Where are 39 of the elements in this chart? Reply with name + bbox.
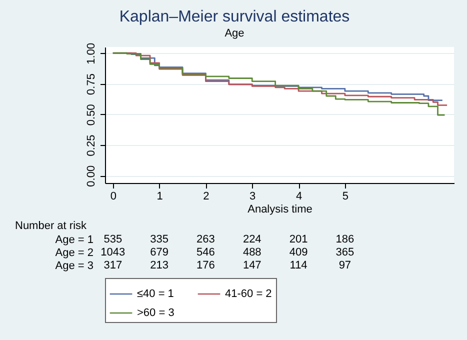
text: 186 [336, 234, 354, 246]
y-tick-label: 1.00 [86, 42, 98, 64]
text: 147 [242, 260, 262, 272]
legend-label: 41-60 = 2 [225, 288, 272, 300]
chart-subtitle: Age [224, 27, 244, 40]
x-tick-label: 3 [250, 190, 256, 202]
chart-title: Kaplan–Meier survival estimates [119, 8, 350, 26]
text: 409 [289, 246, 308, 258]
x-tick-label: 0 [110, 190, 116, 202]
text: Age = 1 [55, 234, 94, 246]
legend-label: ≤40 = 1 [137, 288, 174, 300]
y-tick-label: 0.00 [86, 165, 98, 187]
text: 535 [104, 234, 122, 246]
text: 263 [196, 234, 215, 246]
x-axis-title: Analysis time [248, 204, 312, 216]
text: 114 [290, 260, 308, 272]
text: 488 [242, 246, 262, 258]
x-tick-label: 1 [156, 190, 163, 202]
x-tick-label: 5 [342, 190, 348, 202]
text: 213 [150, 260, 168, 272]
y-tick-label: 0.50 [86, 104, 98, 126]
text: 317 [104, 260, 122, 272]
text: Number at risk [15, 220, 88, 232]
text: 546 [196, 246, 215, 258]
text: 365 [336, 246, 354, 258]
text: 201 [289, 234, 308, 246]
text: 335 [150, 234, 168, 246]
y-tick-label: 0.75 [86, 74, 98, 95]
text: 679 [150, 246, 168, 258]
text: Age = 3 [55, 260, 94, 272]
text: 1043 [100, 246, 126, 258]
x-tick-label: 2 [203, 190, 210, 202]
text: Age = 2 [55, 247, 94, 259]
legend-label: >60 = 3 [137, 307, 174, 319]
text: 97 [338, 260, 352, 272]
x-tick-label: 4 [296, 190, 302, 202]
y-tick-label: 0.25 [86, 134, 98, 156]
text: 224 [242, 234, 262, 246]
text: 176 [196, 260, 215, 272]
